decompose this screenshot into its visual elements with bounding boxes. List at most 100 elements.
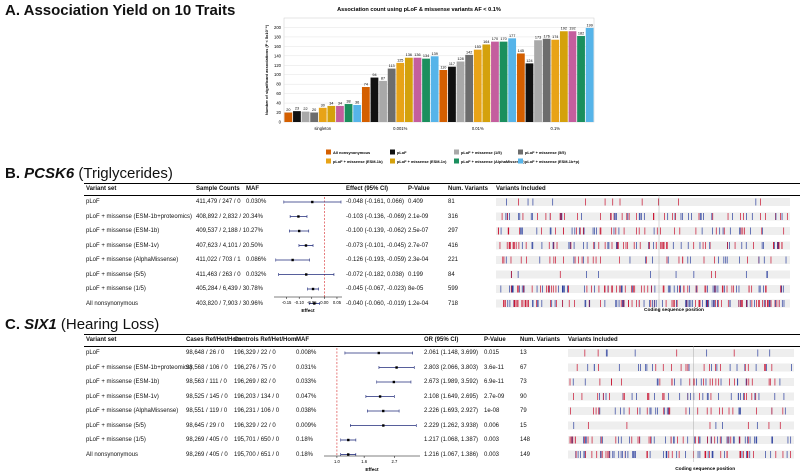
- chart-title: Association count using pLoF & missense …: [337, 7, 501, 13]
- bar: [310, 112, 319, 122]
- pcsk6-results-table: Variant set Sample Counts MAF Effect (95…: [84, 183, 800, 313]
- variant-lane: [568, 436, 794, 444]
- cell-sample-counts: 403,820 / 7,903 / 3: [196, 300, 247, 307]
- col-variant-set: Variant set: [86, 337, 117, 343]
- cell-sample-counts: 409,537 / 2,188 / 1: [196, 228, 247, 234]
- cell-effect: -0.072 (-0.182, 0.038): [346, 271, 405, 278]
- cell-sample-counts: 411,022 / 703 / 1: [196, 257, 241, 263]
- col-pvalue: P-Value: [408, 186, 430, 192]
- legend-swatch: [390, 149, 395, 155]
- cell-pvalue: 0.199: [408, 271, 424, 278]
- cell-maf: 0.18%: [296, 451, 314, 458]
- bar: [336, 105, 344, 122]
- y-tick-label: 60: [276, 91, 281, 96]
- cell-pvalue: 2.3e-04: [408, 257, 429, 263]
- six1-results-table: Variant set Cases Ref/Het/Hom Controls R…: [84, 334, 800, 472]
- point-estimate: [297, 215, 300, 218]
- cell-cases: 98,269 / 405 / 0: [186, 451, 228, 458]
- cell-maf: 0.009%: [296, 422, 317, 429]
- cell-or: 2.803 (2.066, 3.803): [424, 364, 479, 371]
- cell-num-variants: 90: [520, 393, 527, 400]
- cell-num-variants: 84: [448, 271, 455, 278]
- y-tick-label: 180: [274, 34, 282, 39]
- cell-or: 2.061 (1.148, 3.699): [424, 350, 479, 356]
- cell-effect: -0.100 (-0.139, -0.062): [346, 228, 407, 234]
- col-sample-counts: Sample Counts: [196, 186, 240, 192]
- cell-maf: 0.50%: [246, 242, 264, 249]
- col-effect: Effect (95% CI): [346, 186, 389, 192]
- cell-variant-set: pLoF + missense (ESM-1b): [86, 379, 160, 385]
- legend-swatch: [326, 158, 331, 164]
- bar-value-label: 124: [526, 59, 532, 63]
- legend-swatch: [518, 158, 523, 164]
- legend-swatch: [454, 158, 459, 164]
- bar: [353, 104, 362, 122]
- cell-controls: 196,329 / 22 / 0: [234, 422, 276, 429]
- bar: [585, 27, 594, 122]
- cell-cases: 98,563 / 111 / 0: [186, 379, 227, 385]
- x-tick-label: 0.05: [333, 300, 342, 305]
- bar-value-label: 30: [321, 103, 325, 107]
- six1-variant-lanes: Coding sequence position: [568, 346, 794, 472]
- cell-num-variants: 15: [520, 422, 527, 429]
- cell-controls: 195,701 / 650 / 0: [234, 437, 280, 443]
- col-cases: Cases Ref/Het/Hom: [186, 337, 242, 343]
- panel-a-title: A. Association Yield on 10 Traits: [5, 2, 236, 19]
- point-estimate: [305, 273, 308, 276]
- y-axis-label: Number of significant associations (P < …: [264, 24, 269, 115]
- y-tick-label: 200: [274, 25, 282, 30]
- bar: [422, 58, 430, 122]
- bar: [404, 57, 413, 122]
- point-estimate: [347, 438, 350, 442]
- legend-label: pLoF + missense (5/5): [525, 150, 566, 155]
- variant-lane: [568, 392, 794, 401]
- y-tick-label: 20: [276, 110, 281, 115]
- col-maf: MAF: [246, 186, 259, 192]
- cell-maf: 0.047%: [296, 393, 317, 400]
- cell-controls: 196,203 / 134 / 0: [234, 393, 280, 400]
- cell-pvalue: 2.7e-09: [484, 393, 505, 400]
- cell-cases: 98,645 / 29 / 0: [186, 422, 225, 429]
- legend-label: pLoF + missense (ESM-1b+p): [525, 159, 580, 164]
- bar: [318, 107, 327, 122]
- cell-num-variants: 13: [520, 350, 527, 356]
- bar-value-label: 20: [286, 108, 290, 112]
- cell-effect: -0.073 (-0.101, -0.045): [346, 242, 407, 249]
- legend-label: pLoF + missense (ESM-1b): [333, 159, 383, 164]
- cell-maf: 0.34%: [246, 213, 264, 220]
- y-tick-label: 40: [276, 101, 281, 106]
- x-tick-label: 0.01%: [472, 126, 484, 131]
- cell-maf: 0.030%: [246, 199, 267, 205]
- y-tick-label: 100: [274, 72, 282, 77]
- variant-lane: [496, 299, 790, 308]
- legend-label: pLoF + missense (ESM-1v): [397, 159, 447, 164]
- cell-sample-counts: 407,623 / 4,101 / 2: [196, 242, 247, 249]
- bar-value-label: 87: [381, 76, 385, 80]
- bar-value-label: 153: [475, 45, 481, 49]
- cell-variant-set: pLoF + missense (ESM-1v): [86, 393, 159, 400]
- cell-variant-set: pLoF + missense (ESM-1b+proteomics): [86, 364, 193, 371]
- bar-value-label: 136: [414, 53, 420, 57]
- bar: [534, 40, 542, 122]
- cell-variant-set: pLoF + missense (ESM-1b): [86, 228, 160, 234]
- bar: [508, 38, 517, 123]
- cell-effect: -0.040 (-0.060, -0.019): [346, 300, 407, 307]
- cell-variant-set: pLoF + missense (5/5): [86, 422, 146, 429]
- cell-cases: 98,269 / 405 / 0: [186, 437, 228, 443]
- bar-value-label: 145: [518, 49, 524, 53]
- bar-value-label: 110: [440, 66, 446, 70]
- bar-value-label: 34: [329, 101, 333, 105]
- cell-maf: 0.008%: [296, 350, 317, 356]
- point-estimate: [291, 258, 294, 262]
- y-tick-label: 140: [274, 53, 282, 58]
- bar: [551, 39, 560, 122]
- bar: [430, 56, 439, 122]
- cell-variant-set: pLoF + missense (1/5): [86, 286, 146, 292]
- cell-num-variants: 148: [520, 437, 531, 443]
- y-tick-label: 120: [274, 63, 282, 68]
- col-num-variants: Num. Variants: [448, 186, 489, 192]
- variant-lane: [496, 256, 790, 264]
- cell-or: 2.108 (1.649, 2.695): [424, 393, 479, 400]
- x-tick-label: singleton: [314, 126, 331, 131]
- bar: [465, 54, 474, 122]
